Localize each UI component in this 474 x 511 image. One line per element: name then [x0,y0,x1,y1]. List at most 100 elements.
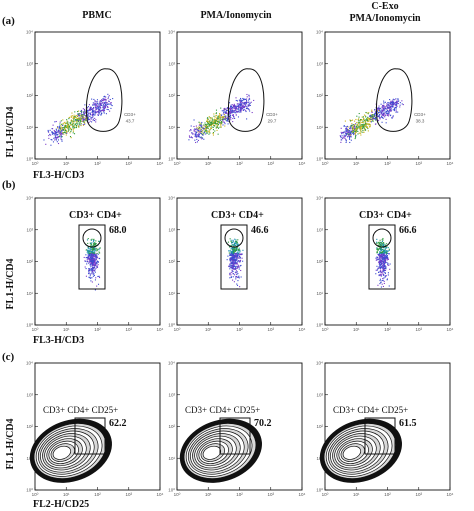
event-dot [234,117,236,120]
event-dot [98,240,100,242]
event-dot [238,277,240,279]
event-dot [385,110,387,112]
event-dot [229,107,231,109]
event-dot [221,114,223,116]
event-dot [85,257,87,259]
y-tick-label: 10⁴ [26,30,33,35]
event-dot [381,253,383,255]
x-tick-label: 10⁴ [157,492,164,497]
event-dot [236,108,238,110]
event-dot [48,131,50,133]
event-dot [231,112,233,114]
event-dot [241,253,243,255]
event-dot [245,98,247,100]
event-dot [234,263,236,265]
event-dot [89,109,91,111]
event-dot [227,116,229,118]
event-dot [358,132,360,134]
event-dot [96,266,99,268]
event-dot [230,104,232,106]
event-dot [347,134,349,136]
event-dot [73,128,75,130]
event-dot [89,261,91,263]
x-tick-label: 10³ [267,161,274,166]
contour-line [321,421,399,481]
event-dot [243,106,245,109]
event-dot [382,239,384,241]
event-dot [92,255,94,257]
y-tick-label: 10¹ [316,291,323,296]
event-dot [63,133,65,135]
event-dot [78,110,80,112]
density-contours [179,418,262,483]
event-dot [355,131,357,133]
event-dot [60,135,62,137]
event-dot [379,265,381,267]
event-dot [243,109,245,111]
event-dot [198,124,200,126]
event-dot [356,115,358,117]
y-tick-label: 10⁴ [316,196,323,201]
contour-line [31,421,109,481]
event-dot [363,114,366,116]
event-dot [384,243,386,245]
event-dot [200,125,202,127]
gate-value: 29.7 [268,118,277,123]
event-dot [230,276,232,278]
event-dot [210,124,212,126]
event-dot [232,114,234,116]
event-dot [395,107,397,109]
event-dot [230,239,232,241]
event-dot [201,121,203,124]
event-dot [198,135,200,137]
event-dot [380,256,382,258]
event-dot [358,118,360,120]
event-dot [103,106,105,109]
event-dot [247,105,249,107]
event-dot [72,123,74,125]
event-dot [88,254,90,256]
event-dot [208,122,210,124]
event-dot [351,129,353,131]
event-dot [85,120,87,122]
event-dot [65,122,68,124]
gate-value: 61.5 [399,418,417,429]
event-dot [345,132,347,134]
event-dot [392,101,395,103]
event-dot [362,116,365,118]
event-dot [218,120,220,122]
event-dot [346,133,348,135]
event-dot [389,108,391,110]
event-dot [92,261,94,263]
event-dot [233,258,235,260]
event-dot [375,257,377,259]
event-dot [91,98,93,100]
event-dot [91,251,93,253]
event-dot [239,251,241,253]
gate-label: CD3+ CD4+ CD25+ [43,405,118,415]
cd3-gate [227,68,265,132]
event-dot [248,105,250,107]
event-dot [388,113,390,116]
event-dot [232,265,234,267]
event-dot [375,117,377,119]
event-dot [346,128,348,130]
event-dot [220,107,222,109]
event-dot [198,129,200,131]
event-dot [90,260,92,262]
event-dot [348,136,351,138]
event-dot [352,125,354,127]
event-dot [233,243,235,245]
event-dot [78,125,80,127]
event-dot [75,122,78,124]
event-dot [79,115,81,117]
event-dot [95,106,97,108]
event-dot [217,122,219,124]
event-dot [102,102,104,104]
event-dot [91,258,93,260]
event-dot [345,130,347,132]
event-dot [235,108,237,110]
event-dot [340,131,342,133]
